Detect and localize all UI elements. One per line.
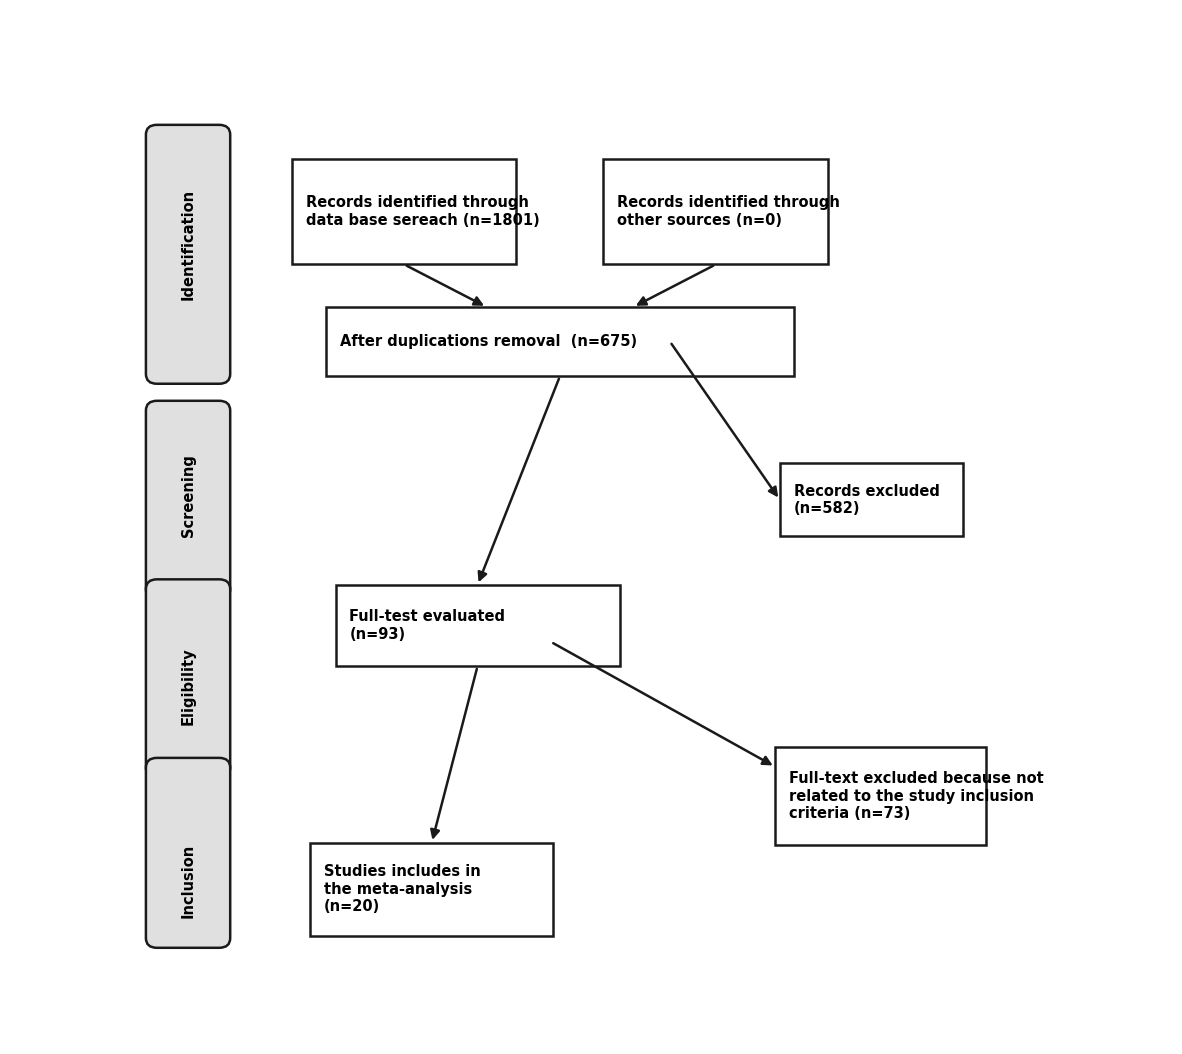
Text: Records identified through
other sources (n=0): Records identified through other sources… xyxy=(617,195,840,228)
Text: After duplications removal  (n=675): After duplications removal (n=675) xyxy=(340,334,637,349)
Text: Inclusion: Inclusion xyxy=(181,844,195,918)
FancyBboxPatch shape xyxy=(292,159,517,265)
Text: Screening: Screening xyxy=(181,454,195,538)
Text: Records excluded
(n=582): Records excluded (n=582) xyxy=(793,484,940,516)
FancyBboxPatch shape xyxy=(326,307,793,376)
Text: Identification: Identification xyxy=(181,189,195,299)
FancyBboxPatch shape xyxy=(336,585,619,666)
Text: Studies includes in
the meta-analysis
(n=20): Studies includes in the meta-analysis (n… xyxy=(324,864,481,914)
FancyBboxPatch shape xyxy=(780,464,963,536)
Text: Eligibility: Eligibility xyxy=(181,647,195,725)
Text: Full-text excluded because not
related to the study inclusion
criteria (n=73): Full-text excluded because not related t… xyxy=(790,772,1044,821)
FancyBboxPatch shape xyxy=(145,401,230,599)
FancyBboxPatch shape xyxy=(145,124,230,384)
FancyBboxPatch shape xyxy=(145,580,230,778)
FancyBboxPatch shape xyxy=(311,843,553,936)
Text: Records identified through
data base sereach (n=1801): Records identified through data base ser… xyxy=(306,195,539,228)
FancyBboxPatch shape xyxy=(604,159,827,265)
FancyBboxPatch shape xyxy=(775,747,986,844)
FancyBboxPatch shape xyxy=(145,758,230,948)
Text: Full-test evaluated
(n=93): Full-test evaluated (n=93) xyxy=(349,609,505,642)
